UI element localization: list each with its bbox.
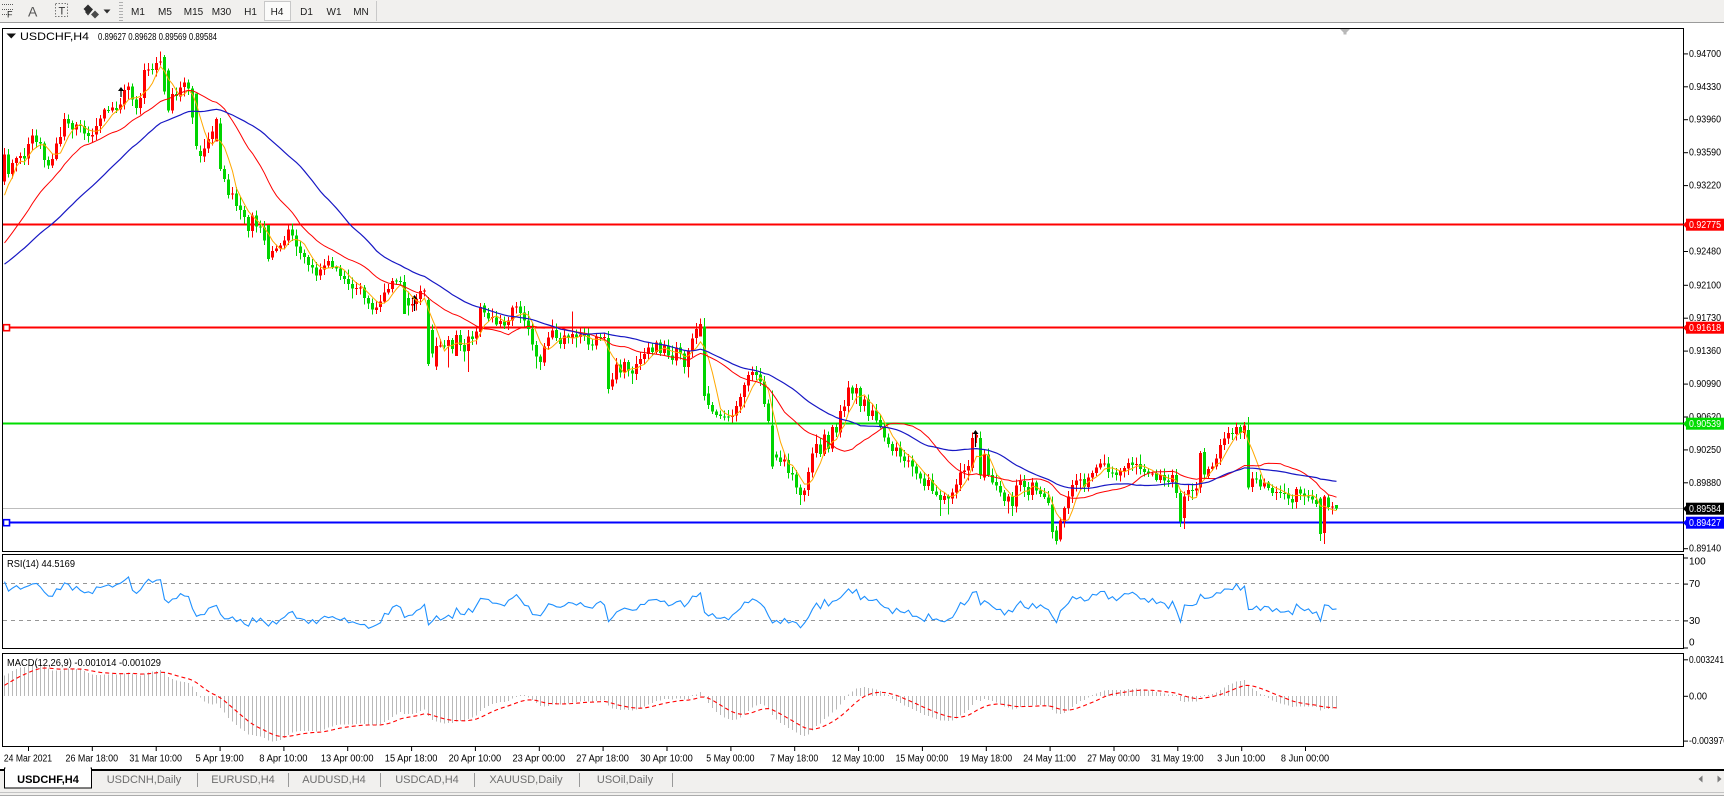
svg-text:W1: W1 xyxy=(327,7,342,18)
svg-text:MN: MN xyxy=(353,7,369,18)
svg-text:100: 100 xyxy=(1689,557,1706,568)
svg-text:0.91360: 0.91360 xyxy=(1689,346,1721,357)
svg-text:5 May 00:00: 5 May 00:00 xyxy=(706,754,755,765)
svg-text:A: A xyxy=(28,4,38,20)
svg-text:0.91730: 0.91730 xyxy=(1689,313,1721,324)
svg-text:-0.003976: -0.003976 xyxy=(1689,736,1724,747)
svg-text:27 Apr 18:00: 27 Apr 18:00 xyxy=(576,754,629,765)
svg-text:M1: M1 xyxy=(131,7,145,18)
svg-text:0.91618: 0.91618 xyxy=(1689,323,1721,334)
svg-text:MACD(12,26,9) -0.001014 -0.001: MACD(12,26,9) -0.001014 -0.001029 xyxy=(7,658,161,669)
svg-text:30 Apr 10:00: 30 Apr 10:00 xyxy=(640,754,693,765)
svg-text:AUDUSD,H4: AUDUSD,H4 xyxy=(302,774,366,786)
svg-text:0.003241: 0.003241 xyxy=(1689,655,1724,666)
svg-text:31 May 19:00: 31 May 19:00 xyxy=(1151,754,1204,765)
svg-text:31 Mar 10:00: 31 Mar 10:00 xyxy=(129,754,182,765)
svg-text:H4: H4 xyxy=(271,7,284,18)
svg-text:70: 70 xyxy=(1689,579,1701,590)
svg-text:0.90539: 0.90539 xyxy=(1689,419,1721,430)
svg-text:0.90620: 0.90620 xyxy=(1689,412,1721,423)
svg-text:7 May 18:00: 7 May 18:00 xyxy=(770,754,819,765)
svg-text:M30: M30 xyxy=(212,7,232,18)
svg-text:USDCHF,H4: USDCHF,H4 xyxy=(17,774,80,786)
svg-text:8 Apr 10:00: 8 Apr 10:00 xyxy=(259,754,308,765)
svg-text:0.94700: 0.94700 xyxy=(1689,49,1721,60)
svg-text:EURUSD,H4: EURUSD,H4 xyxy=(211,774,275,786)
svg-text:24 May 11:00: 24 May 11:00 xyxy=(1023,754,1076,765)
svg-text:T: T xyxy=(59,6,66,18)
svg-text:3 Jun 10:00: 3 Jun 10:00 xyxy=(1217,754,1266,765)
svg-text:0.93960: 0.93960 xyxy=(1689,115,1721,126)
svg-text:USDCHF,H4: USDCHF,H4 xyxy=(20,31,89,43)
svg-text:M5: M5 xyxy=(158,7,172,18)
svg-text:12 May 10:00: 12 May 10:00 xyxy=(832,754,885,765)
svg-text:0.89584: 0.89584 xyxy=(1689,504,1721,515)
svg-text:0.94330: 0.94330 xyxy=(1689,82,1721,93)
svg-text:0.90990: 0.90990 xyxy=(1689,379,1721,390)
svg-text:D1: D1 xyxy=(300,7,313,18)
svg-text:5 Apr 19:00: 5 Apr 19:00 xyxy=(196,754,245,765)
svg-text:0.92480: 0.92480 xyxy=(1689,247,1721,258)
svg-text:XAUUSD,Daily: XAUUSD,Daily xyxy=(489,774,563,786)
svg-text:27 May 00:00: 27 May 00:00 xyxy=(1087,754,1140,765)
svg-text:M15: M15 xyxy=(184,7,204,18)
svg-text:0.00: 0.00 xyxy=(1689,691,1707,702)
svg-text:0.89427: 0.89427 xyxy=(1689,518,1721,529)
svg-text:0.93220: 0.93220 xyxy=(1689,181,1721,192)
svg-text:26 Mar 18:00: 26 Mar 18:00 xyxy=(66,754,119,765)
svg-text:0.89880: 0.89880 xyxy=(1689,478,1721,489)
svg-text:0.89140: 0.89140 xyxy=(1689,544,1721,555)
svg-text:F: F xyxy=(7,10,13,20)
svg-text:24 Mar 2021: 24 Mar 2021 xyxy=(4,754,53,765)
svg-text:0: 0 xyxy=(1689,638,1695,649)
svg-text:0.92775: 0.92775 xyxy=(1689,220,1721,231)
svg-text:USOil,Daily: USOil,Daily xyxy=(597,774,654,786)
svg-text:23 Apr 00:00: 23 Apr 00:00 xyxy=(513,754,566,765)
svg-text:USDCAD,H4: USDCAD,H4 xyxy=(395,774,459,786)
svg-text:RSI(14) 44.5169: RSI(14) 44.5169 xyxy=(7,559,75,570)
svg-text:0.92100: 0.92100 xyxy=(1689,280,1721,291)
svg-text:H1: H1 xyxy=(244,7,257,18)
svg-text:19 May 18:00: 19 May 18:00 xyxy=(960,754,1013,765)
svg-text:0.89627 0.89628 0.89569 0.8958: 0.89627 0.89628 0.89569 0.89584 xyxy=(98,32,217,43)
svg-text:0.90250: 0.90250 xyxy=(1689,445,1721,456)
svg-text:15 Apr 18:00: 15 Apr 18:00 xyxy=(385,754,438,765)
svg-text:13 Apr 00:00: 13 Apr 00:00 xyxy=(321,754,374,765)
svg-text:15 May 00:00: 15 May 00:00 xyxy=(896,754,949,765)
svg-text:8 Jun 00:00: 8 Jun 00:00 xyxy=(1281,754,1330,765)
svg-text:0.93590: 0.93590 xyxy=(1689,148,1721,159)
svg-text:USDCNH,Daily: USDCNH,Daily xyxy=(107,774,182,786)
svg-text:20 Apr 10:00: 20 Apr 10:00 xyxy=(449,754,502,765)
svg-text:30: 30 xyxy=(1689,616,1701,627)
